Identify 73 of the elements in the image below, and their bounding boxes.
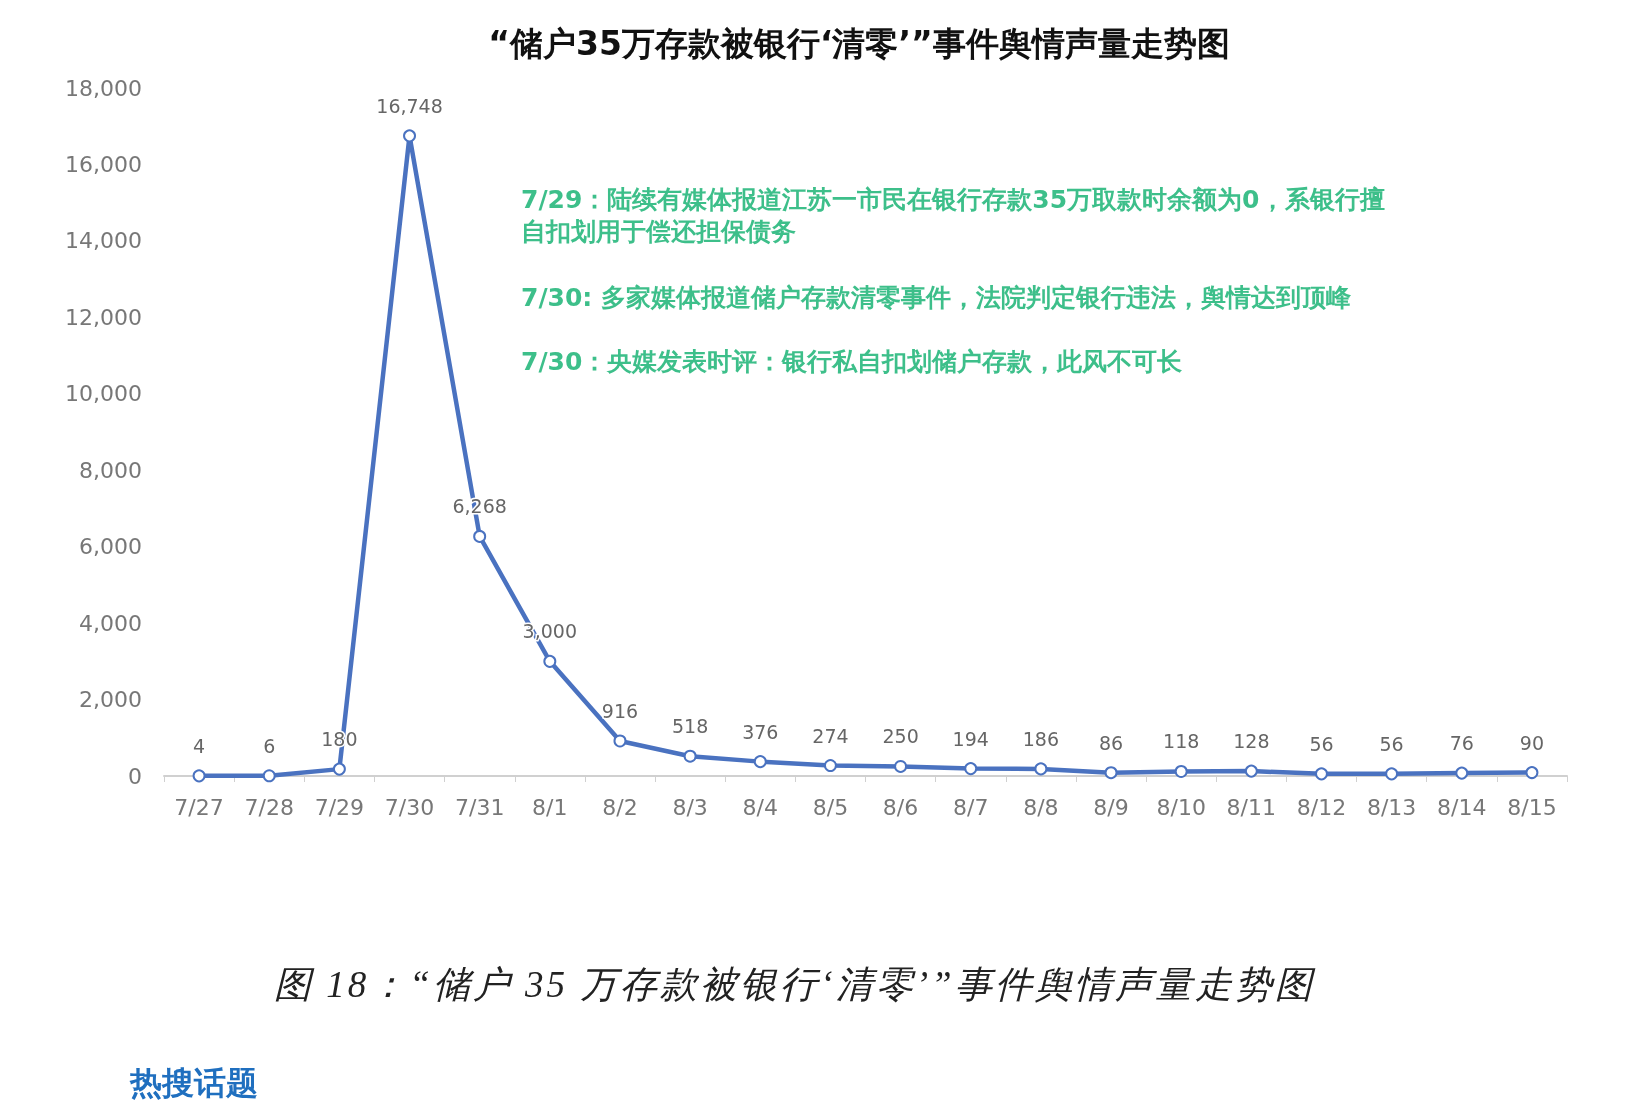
point [1104, 766, 1118, 780]
data-label: 128 [1233, 730, 1270, 753]
point [683, 749, 697, 763]
data-label: 16,748 [376, 94, 443, 117]
point [823, 759, 837, 773]
data-label: 186 [1022, 727, 1060, 750]
y-tick-label: 16,000 [65, 151, 142, 177]
chart-title: “储户35万存款被银行‘清零’”事件舆情声量走势图 [488, 24, 1230, 63]
point [613, 734, 627, 748]
x-tick-label: 7/31 [454, 794, 505, 820]
x-tick-label: 8/15 [1507, 794, 1557, 820]
y-tick-label: 8,000 [79, 457, 142, 483]
data-label: 250 [882, 725, 919, 748]
x-tick-label: 8/4 [742, 794, 778, 820]
point [894, 759, 908, 773]
data-label: 90 [1519, 731, 1545, 754]
x-tick-label: 8/2 [602, 794, 638, 820]
data-label: 86 [1098, 731, 1124, 754]
point [1525, 766, 1539, 780]
data-label: 194 [952, 727, 989, 750]
point [1174, 764, 1188, 778]
data-label: 518 [671, 715, 709, 738]
point [1034, 762, 1048, 776]
point [473, 529, 487, 543]
point [753, 755, 767, 769]
y-tick-label: 0 [128, 763, 142, 789]
y-tick-label: 4,000 [79, 610, 142, 636]
data-label: 4 [193, 734, 206, 757]
caption: 图 18：“储户 35 万存款被银行‘清零’”事件舆情声量走势图 [274, 963, 1315, 1007]
x-tick-label: 8/1 [532, 794, 568, 820]
x-tick-label: 8/8 [1023, 794, 1059, 820]
data-label: 6 [263, 734, 276, 757]
point [192, 769, 206, 783]
x-tick-label: 8/7 [953, 794, 989, 820]
annotation: 7/30：央媒发表时评：银行私自扣划储户存款，此风不可长 [521, 346, 1184, 378]
data-label: 274 [812, 724, 849, 747]
x-tick-label: 8/5 [812, 794, 849, 820]
x-tick-label: 8/3 [672, 794, 708, 820]
point [332, 762, 346, 776]
y-tick-label: 12,000 [65, 304, 142, 330]
text: 热搜话题 [130, 1063, 258, 1104]
y-tick-label: 2,000 [79, 687, 142, 713]
point [403, 129, 417, 143]
x-tick-label: 7/30 [384, 794, 435, 820]
x-tick-label: 8/6 [882, 794, 919, 820]
point [1385, 767, 1399, 781]
y-tick-label: 6,000 [79, 534, 142, 560]
point [1455, 766, 1469, 780]
data-label: 916 [601, 699, 639, 722]
x-tick-label: 7/29 [314, 794, 365, 820]
point [543, 654, 557, 668]
point [1244, 764, 1258, 778]
data-label: 56 [1309, 732, 1334, 755]
x-tick-label: 8/11 [1226, 794, 1277, 820]
x-tick-label: 8/14 [1437, 794, 1487, 820]
point [262, 769, 276, 783]
x-tick-label: 8/9 [1093, 794, 1129, 820]
data-label: 56 [1379, 732, 1404, 755]
point [964, 762, 978, 776]
data-label: 376 [742, 720, 779, 743]
annotation: 7/29：陆续有媒体报道江苏一市民在银行存款35万取款时余额为0，系银行擅自扣划用于偿还担保债务 [521, 184, 1386, 248]
x-tick-label: 8/13 [1366, 794, 1417, 820]
data-label: 76 [1449, 732, 1474, 755]
annotation: 7/30: 多家媒体报道储户存款清零事件，法院判定银行违法，舆情达到顶峰 [521, 282, 1353, 314]
x-tick-label: 7/27 [174, 794, 224, 820]
x-tick-label: 7/28 [244, 794, 294, 820]
x-tick-label: 8/12 [1296, 794, 1347, 820]
point [1314, 767, 1328, 781]
x-tick-label: 8/10 [1156, 794, 1206, 820]
y-tick-label: 14,000 [65, 228, 142, 254]
y-tick-label: 10,000 [65, 381, 142, 407]
y-tick-label: 18,000 [65, 75, 142, 101]
data-label: 118 [1163, 730, 1200, 753]
